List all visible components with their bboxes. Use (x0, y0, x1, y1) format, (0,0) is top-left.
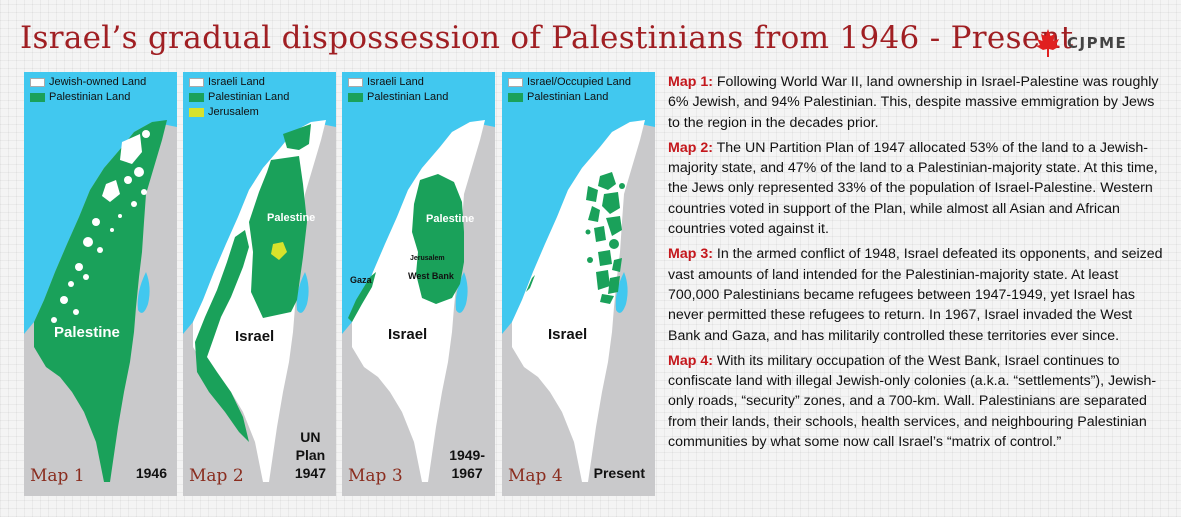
map-3-label: Map 3 (348, 466, 403, 486)
cjpme-logo: CJPME (1035, 28, 1127, 58)
place-west-bank: West Bank (408, 271, 454, 281)
map-1-description: Map 1: Following World War II, land owne… (668, 74, 1159, 131)
map-3-1949-1967: Israeli Land Palestinian Land Palestine … (342, 72, 495, 496)
map-3-terrain (342, 72, 495, 482)
white-swatch (30, 78, 45, 87)
place-palestine: Palestine (54, 324, 120, 341)
legend-item-israeli: Israeli Land (348, 75, 448, 90)
place-israel: Israel (388, 326, 428, 343)
logo-text: CJPME (1067, 34, 1128, 52)
map-3-description: Map 3: In the armed conflict of 1948, Is… (668, 246, 1163, 344)
map-1-label: Map 1 (30, 466, 85, 486)
legend-item-israel-occupied: Israel/Occupied Land (508, 75, 631, 90)
map-4-legend: Israel/Occupied Land Palestinian Land (508, 75, 631, 105)
map-2-legend: Israeli Land Palestinian Land Jerusalem (189, 75, 289, 120)
place-jerusalem: Jerusalem (410, 255, 445, 262)
map-descriptions: Map 1: Following World War II, land owne… (668, 72, 1168, 457)
white-swatch (508, 78, 523, 87)
place-palestine: Palestine (426, 213, 475, 225)
white-swatch (189, 78, 204, 87)
map-4-label: Map 4 (508, 466, 563, 486)
place-israel: Israel (235, 328, 275, 345)
legend-item-jerusalem: Jerusalem (189, 105, 289, 120)
green-swatch (348, 93, 363, 102)
green-swatch (189, 93, 204, 102)
map-2-period: UN Plan 1947 (294, 429, 326, 481)
map-1-terrain (24, 72, 177, 482)
map-1-period: 1946 (135, 465, 167, 481)
page-title: Israel’s gradual dispossession of Palest… (20, 20, 1074, 56)
green-swatch (30, 93, 45, 102)
yellow-swatch (189, 108, 204, 117)
green-swatch (508, 93, 523, 102)
map-1-legend: Jewish-owned Land Palestinian Land (30, 75, 146, 105)
map-4-terrain (502, 72, 655, 482)
map-2-terrain (183, 72, 336, 482)
legend-item-palestinian: Palestinian Land (30, 90, 146, 105)
place-palestine: Palestine (267, 212, 316, 224)
white-swatch (348, 78, 363, 87)
legend-item-israeli: Israeli Land (189, 75, 289, 90)
map-4-description: Map 4: With its military occupation of t… (668, 352, 1157, 451)
maple-leaf-icon (1036, 29, 1060, 57)
map-4-period: Present (593, 465, 645, 481)
map-1-1946: Jewish-owned Land Palestinian Land Pales… (24, 72, 177, 496)
map-3-period: 1949- 1967 (449, 447, 485, 481)
map-2-un-plan-1947: Israeli Land Palestinian Land Jerusalem … (183, 72, 336, 496)
map-2-label: Map 2 (189, 466, 244, 486)
map-2-description: Map 2: The UN Partition Plan of 1947 all… (668, 139, 1158, 238)
legend-item-jewish-owned: Jewish-owned Land (30, 75, 146, 90)
map-3-legend: Israeli Land Palestinian Land (348, 75, 448, 105)
place-gaza: Gaza (350, 275, 372, 285)
legend-item-palestinian: Palestinian Land (508, 90, 631, 105)
place-israel: Israel (548, 326, 588, 343)
legend-item-palestinian: Palestinian Land (348, 90, 448, 105)
map-4-present: Israel/Occupied Land Palestinian Land Is… (502, 72, 655, 496)
legend-item-palestinian: Palestinian Land (189, 90, 289, 105)
